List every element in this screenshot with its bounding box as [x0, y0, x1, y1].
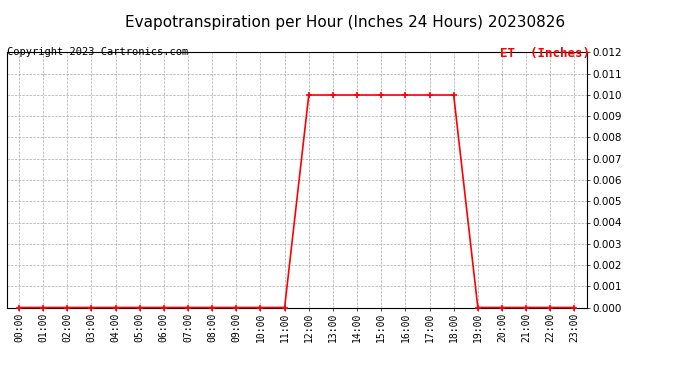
Text: Evapotranspiration per Hour (Inches 24 Hours) 20230826: Evapotranspiration per Hour (Inches 24 H… — [125, 15, 565, 30]
Text: ET  (Inches): ET (Inches) — [500, 47, 590, 60]
Text: Copyright 2023 Cartronics.com: Copyright 2023 Cartronics.com — [7, 47, 188, 57]
